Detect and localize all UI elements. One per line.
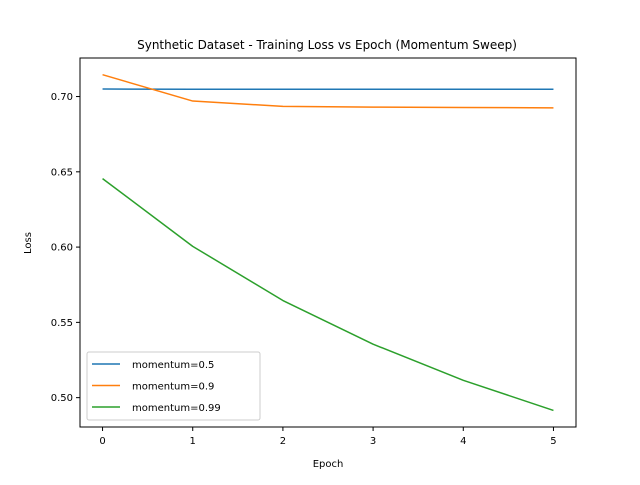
x-axis-label: Epoch xyxy=(313,459,344,470)
legend: momentum=0.5 momentum=0.9 momentum=0.99 xyxy=(87,352,260,420)
series-line xyxy=(103,75,554,108)
x-tick-label: 5 xyxy=(550,436,556,447)
x-tick-label: 3 xyxy=(370,436,376,447)
x-tick-label: 4 xyxy=(460,436,466,447)
y-tick-label: 0.50 xyxy=(51,393,73,404)
x-tick-label: 2 xyxy=(280,436,286,447)
legend-label: momentum=0.9 xyxy=(132,382,214,393)
legend-label: momentum=0.99 xyxy=(132,403,221,414)
x-tick-label: 0 xyxy=(99,436,105,447)
legend-label: momentum=0.5 xyxy=(132,360,214,371)
x-tick-label: 1 xyxy=(190,436,196,447)
y-axis-label: Loss xyxy=(23,232,34,254)
chart-title: Synthetic Dataset - Training Loss vs Epo… xyxy=(137,38,517,52)
y-tick-label: 0.70 xyxy=(51,92,73,103)
y-tick-label: 0.65 xyxy=(51,167,73,178)
y-tick-label: 0.60 xyxy=(51,243,73,254)
y-tick-label: 0.55 xyxy=(51,318,73,329)
